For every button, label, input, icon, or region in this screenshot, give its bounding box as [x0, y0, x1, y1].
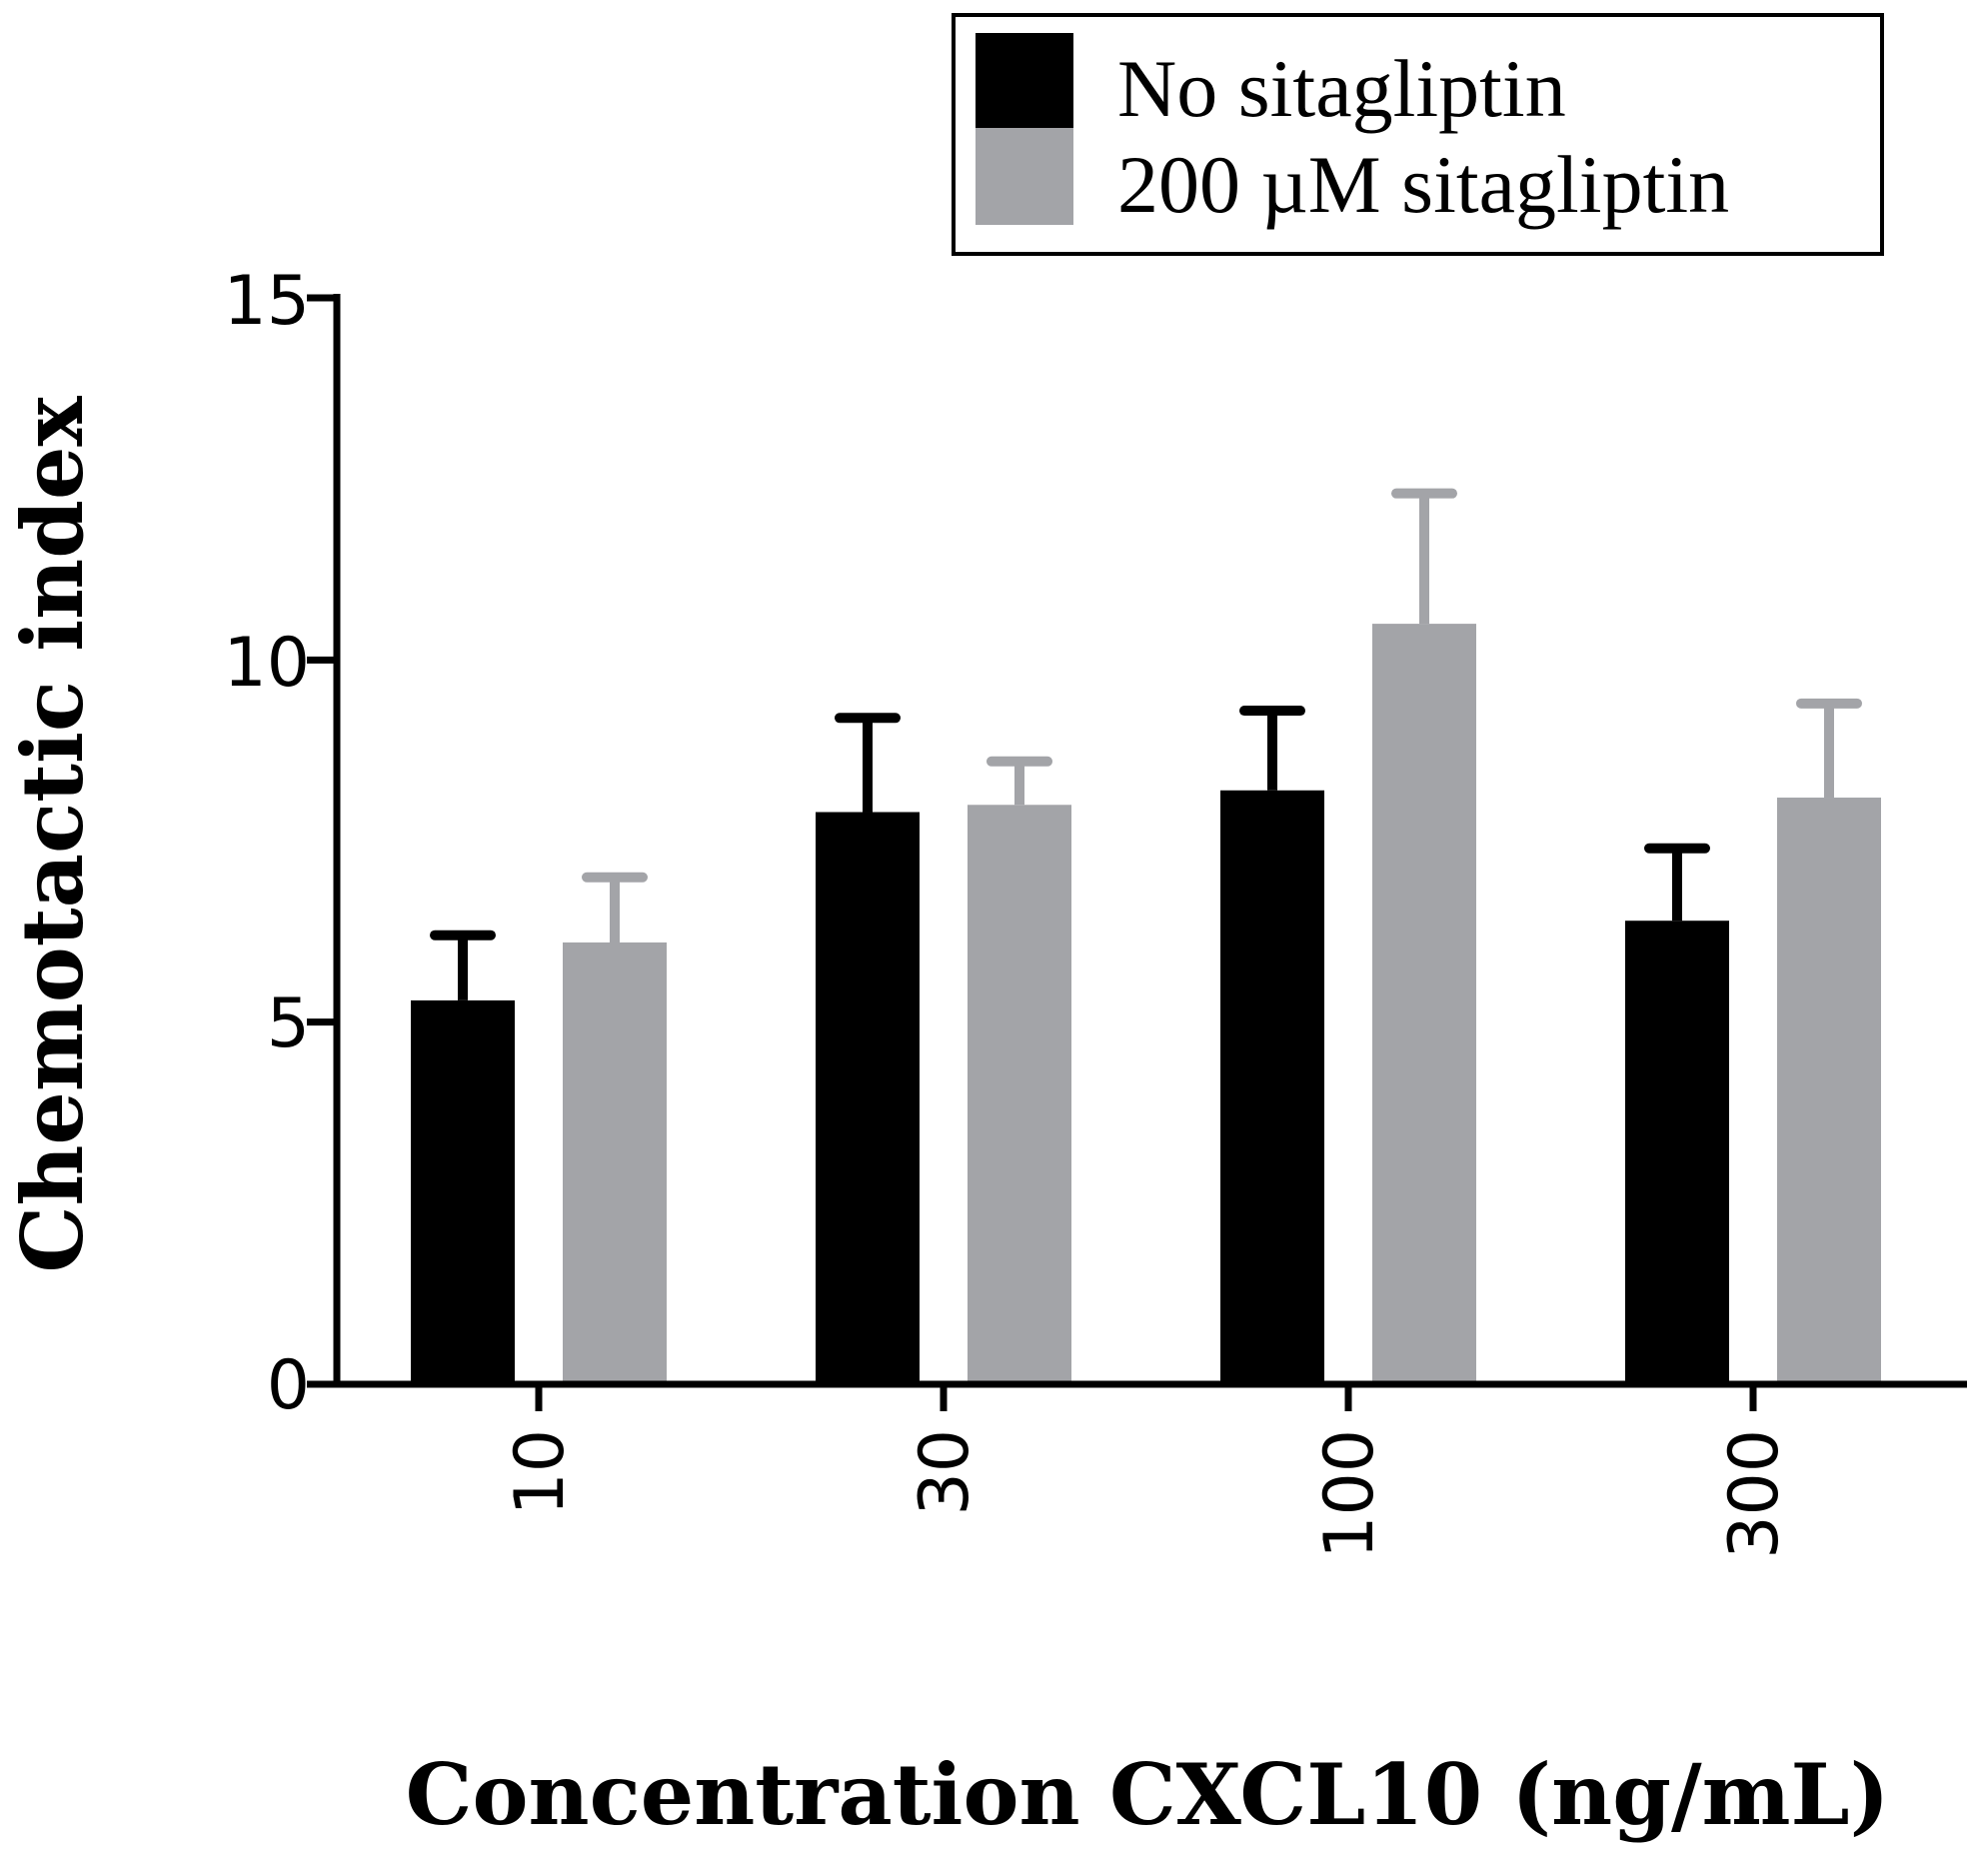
- x-tick-label-30: 30: [906, 1429, 984, 1516]
- legend: No sitagliptin 200 µM sitagliptin: [952, 13, 1884, 256]
- legend-label-no-sitagliptin: No sitagliptin: [1117, 43, 1566, 134]
- plot-area: [307, 294, 1967, 1411]
- legend-swatch-200um-sitagliptin: [976, 128, 1073, 225]
- bar-200um-sitagliptin-100: [1372, 624, 1476, 1384]
- y-tick-label-10: 10: [223, 624, 310, 703]
- legend-label-200um-sitagliptin: 200 µM sitagliptin: [1117, 139, 1729, 230]
- bar-200um-sitagliptin-30: [968, 805, 1071, 1384]
- legend-swatch-no-sitagliptin: [976, 33, 1073, 130]
- bar-200um-sitagliptin-300: [1777, 798, 1881, 1384]
- bar-no-sitagliptin-100: [1220, 790, 1324, 1384]
- bar-200um-sitagliptin-10: [563, 941, 667, 1384]
- x-axis-title: Concentration CXCL10 (ng/mL): [406, 1745, 1890, 1844]
- y-tick-label-0: 0: [267, 1346, 310, 1425]
- legend-box: [952, 13, 1884, 256]
- x-tick-label-300: 300: [1715, 1429, 1794, 1559]
- y-tick-label-15: 15: [223, 262, 310, 341]
- x-tick-label-100: 100: [1310, 1429, 1389, 1559]
- x-tick-label-10: 10: [501, 1429, 580, 1516]
- bar-no-sitagliptin-30: [816, 812, 920, 1384]
- y-tick-label-5: 5: [267, 984, 310, 1063]
- bar-no-sitagliptin-300: [1625, 921, 1729, 1384]
- bar-no-sitagliptin-10: [411, 999, 515, 1384]
- y-axis-title: Chemotactic index: [3, 396, 102, 1273]
